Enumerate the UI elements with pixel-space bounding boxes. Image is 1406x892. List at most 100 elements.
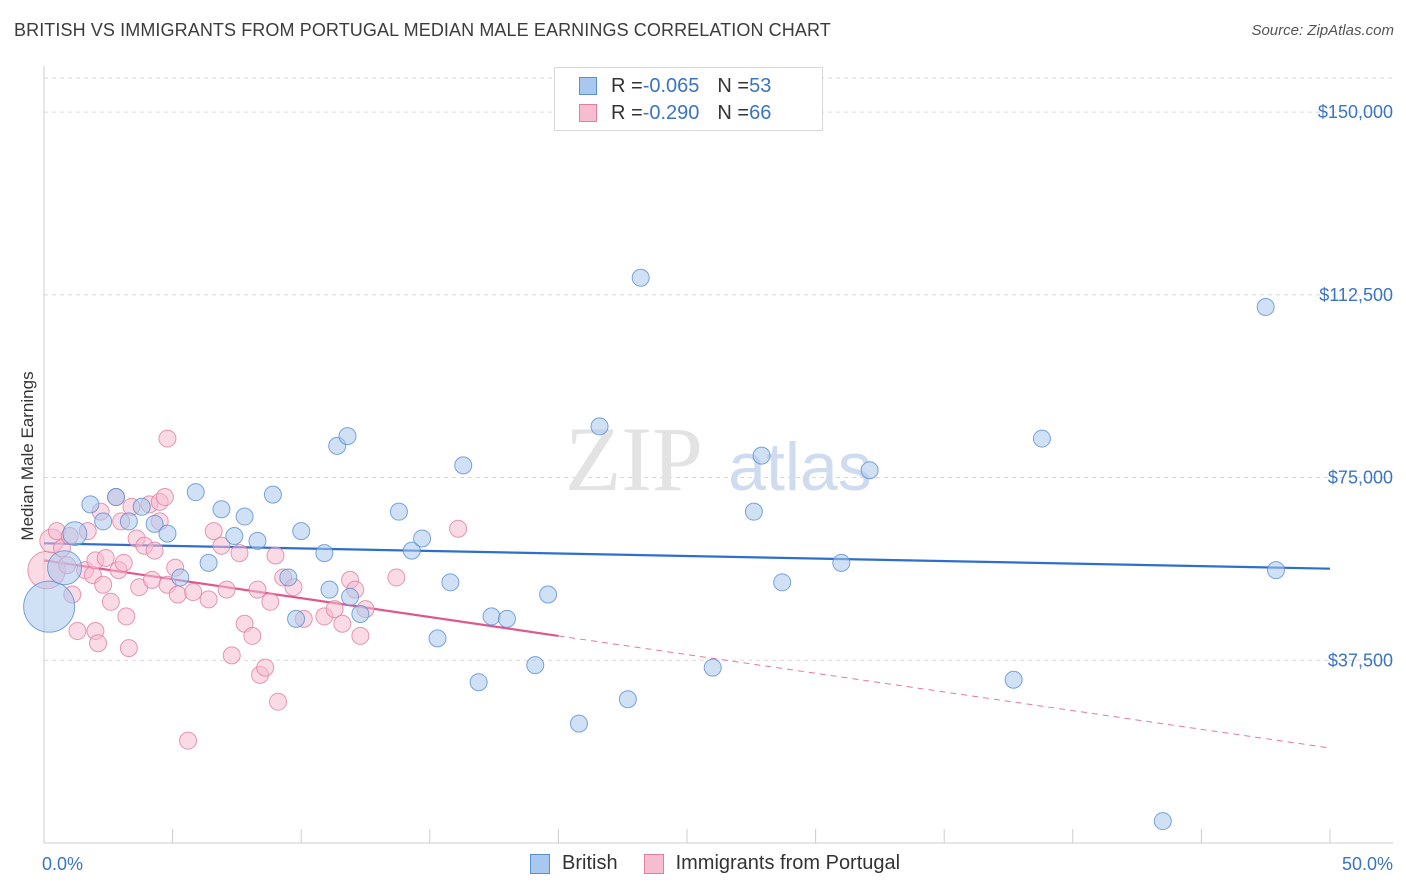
portugal-point [261, 592, 280, 611]
portugal-swatch-icon [579, 104, 597, 122]
legend-r-label: R = [611, 74, 643, 97]
portugal-point [199, 590, 218, 609]
legend-item-portugal[interactable]: Immigrants from Portugal [643, 852, 901, 875]
british-point [94, 512, 113, 531]
british-point [132, 497, 151, 516]
british-point [62, 521, 88, 546]
legend-item-british[interactable]: British [530, 852, 618, 875]
british-point [23, 580, 76, 633]
portugal-point [325, 600, 344, 619]
british-point [158, 524, 177, 543]
axes [43, 66, 1393, 844]
portugal-point [96, 548, 115, 567]
portugal-point [143, 570, 162, 589]
portugal-point [155, 488, 174, 507]
british-point [752, 446, 771, 465]
british-point [145, 514, 164, 533]
portugal-point [117, 607, 136, 626]
portugal-point [212, 536, 231, 555]
british-point [1153, 812, 1172, 831]
portugal-swatch-icon [643, 853, 664, 874]
portugal-trend-line [43, 559, 559, 638]
british-point [212, 500, 231, 519]
british-point [338, 427, 357, 446]
british-point [569, 714, 588, 733]
british-point [413, 529, 432, 548]
legend-r-value: -0.065 [642, 74, 700, 97]
watermark-zip: ZIP [565, 408, 703, 510]
series-legend: British Immigrants from Portugal [530, 852, 926, 875]
british-point [631, 268, 650, 287]
tick-labels: $37,500 $75,000 $112,500 $150,000 0.0% 50.0% [42, 102, 1393, 874]
british-point [428, 629, 447, 648]
british-point [225, 527, 244, 546]
british-point [1256, 298, 1275, 317]
watermark-atlas: atlas [728, 429, 872, 505]
legend-r-label: R = [611, 101, 643, 124]
y-tick-label: $150,000 [1318, 102, 1393, 122]
british-point [482, 607, 501, 626]
british-swatch-icon [579, 77, 597, 95]
portugal-point [158, 429, 177, 448]
legend-row-portugal: R = -0.290 N = 66 [579, 101, 771, 125]
british-point [315, 544, 334, 563]
x-tick-label: 50.0% [1342, 854, 1393, 874]
portugal-point [387, 568, 406, 587]
portugal-point [217, 580, 236, 599]
british-point [454, 456, 473, 475]
chart-title: BRITISH VS IMMIGRANTS FROM PORTUGAL MEDI… [14, 20, 831, 40]
portugal-point [119, 639, 138, 658]
watermark: ZIP atlas [565, 408, 872, 510]
british-point [279, 568, 298, 587]
british-point [703, 658, 722, 677]
y-tick-label: $112,500 [1319, 285, 1393, 305]
british-point [1032, 429, 1051, 448]
british-point [1266, 561, 1285, 580]
source-credit: Source: ZipAtlas.com [1251, 22, 1394, 39]
british-point [171, 568, 190, 587]
legend-n-value: 53 [749, 74, 772, 97]
british-point [287, 609, 306, 628]
british-swatch-icon [530, 853, 550, 874]
british-point [248, 531, 267, 550]
british-point [119, 512, 138, 531]
british-point [539, 585, 558, 604]
portugal-point [89, 634, 108, 653]
british-point [832, 553, 851, 572]
british-point [107, 488, 126, 507]
british-point [402, 541, 421, 560]
portugal-point [269, 692, 288, 711]
british-point [199, 553, 218, 572]
portugal-point [204, 522, 223, 541]
british-point [389, 502, 408, 521]
portugal-point [168, 585, 187, 604]
british-point [351, 604, 370, 623]
portugal-point [351, 626, 370, 645]
portugal-point [68, 622, 87, 641]
portugal-point [243, 626, 262, 645]
british-point [497, 609, 516, 628]
british-point [773, 573, 792, 592]
british-point [263, 485, 282, 504]
correlation-legend: R = -0.065 N = 53 R = -0.290 N = 66 [554, 67, 823, 131]
portugal-point [114, 553, 133, 572]
british-point [1004, 670, 1023, 689]
portugal-point [266, 546, 285, 565]
portugal-point [449, 519, 468, 538]
portugal-point [179, 731, 198, 750]
british-point [47, 550, 83, 586]
trend-lines [43, 542, 1331, 749]
legend-n-label: N = [717, 74, 750, 97]
british-point [81, 495, 100, 514]
british-point [618, 690, 637, 709]
british-point [860, 461, 879, 480]
legend-r-value: -0.290 [642, 101, 700, 124]
legend-label-portugal: Immigrants from Portugal [675, 852, 901, 874]
british-point [469, 673, 488, 692]
british-point [526, 656, 545, 675]
british-point [186, 483, 205, 502]
legend-n-label: N = [717, 101, 750, 124]
british-point [341, 587, 360, 606]
portugal-point [230, 544, 249, 563]
